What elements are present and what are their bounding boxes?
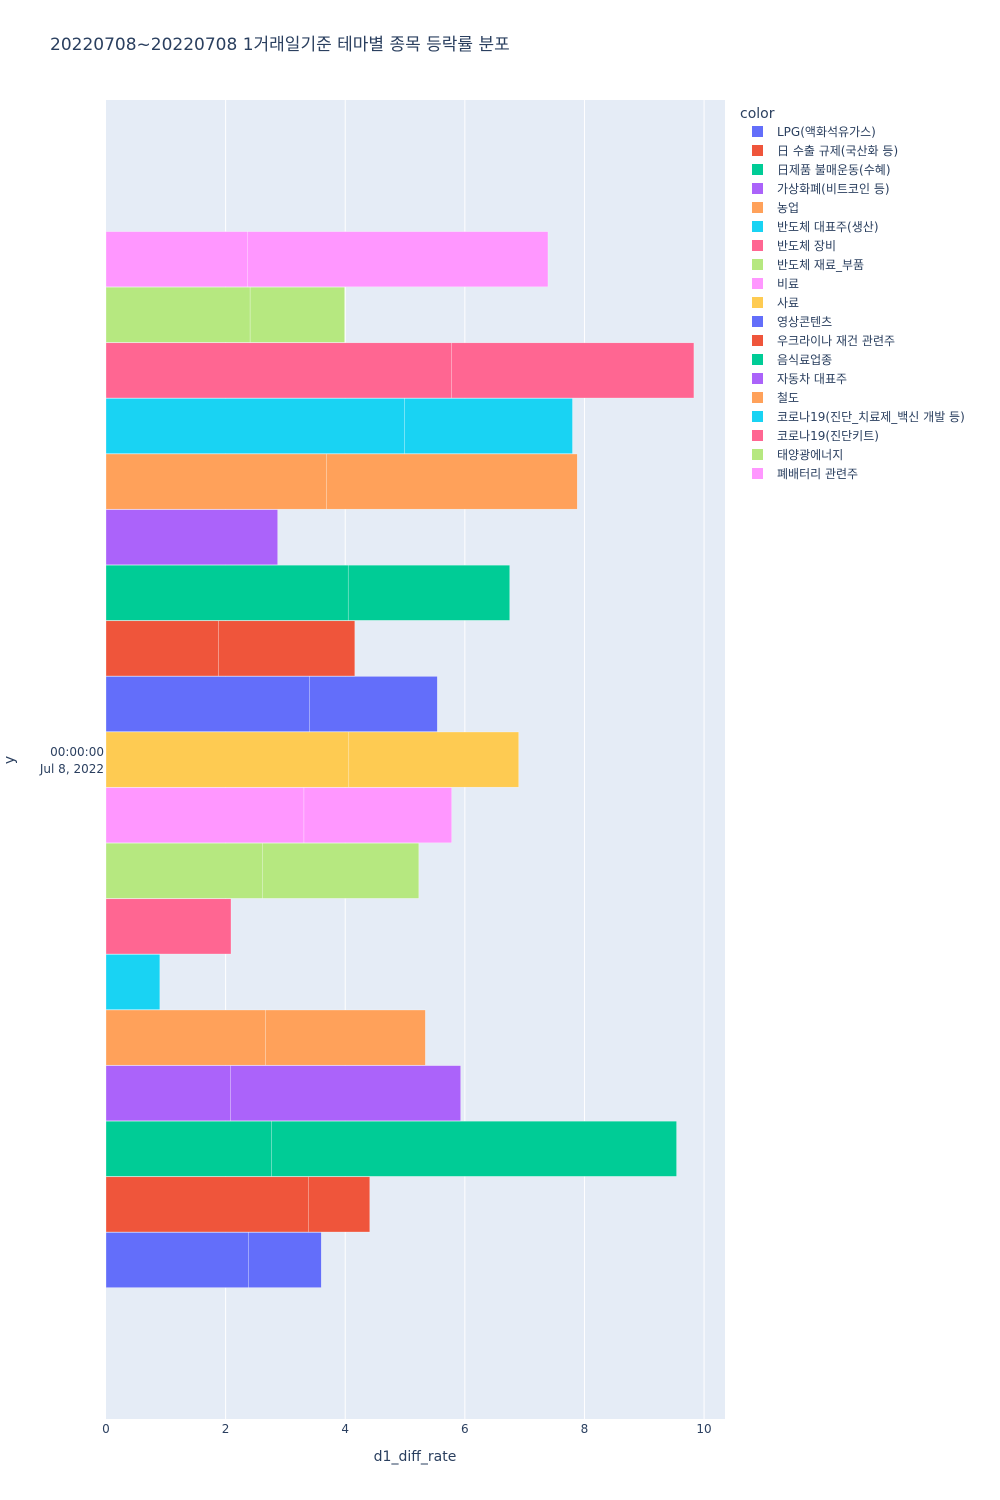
legend-swatch[interactable] [752,221,763,232]
legend-swatch[interactable] [752,145,763,156]
legend-swatch[interactable] [752,411,763,422]
x-tick-label: 0 [102,1422,110,1436]
bar-segment[interactable] [105,787,305,844]
legend-label[interactable]: 태양광에너지 [777,448,843,462]
legend-title: color [740,106,775,122]
bar-segment[interactable] [230,1065,461,1122]
legend-label[interactable]: 농업 [777,201,799,215]
bar-segment[interactable] [262,842,420,899]
bar-segment[interactable] [218,620,356,677]
bar-segment[interactable] [105,1009,266,1066]
legend-label[interactable]: 반도체 대표주(생산) [777,220,879,234]
bar-segment[interactable] [271,1120,677,1177]
legend-label[interactable]: 영상콘텐츠 [777,315,832,329]
legend-label[interactable]: 철도 [777,391,799,405]
legend-swatch[interactable] [752,335,763,346]
bar-segment[interactable] [105,1065,231,1122]
legend-swatch[interactable] [752,373,763,384]
bar-segment[interactable] [105,1176,309,1233]
bar-segment[interactable] [309,676,438,732]
legend-swatch[interactable] [752,468,763,479]
legend-swatch[interactable] [752,183,763,194]
x-tick-labels: 0 2 4 6 8 10 [102,1422,712,1436]
y-tick-label-time: 00:00:00 [50,745,104,759]
legend-label[interactable]: 사료 [777,296,799,310]
bar-segment[interactable] [303,787,452,844]
bar-segment[interactable] [105,620,219,677]
bar-segment[interactable] [105,342,452,399]
bar-segment[interactable] [105,1120,272,1177]
legend-swatch[interactable] [752,392,763,403]
bar-segment[interactable] [105,1232,249,1288]
bar-segment[interactable] [105,842,263,899]
bar-segment[interactable] [105,453,327,510]
bar-segment[interactable] [105,231,248,288]
legend-swatch[interactable] [752,278,763,289]
legend-label[interactable]: 반도체 장비 [777,239,836,253]
bar-segment[interactable] [348,731,519,788]
x-tick-label: 6 [461,1422,469,1436]
bar-segment[interactable] [105,286,251,343]
legend-label[interactable]: 반도체 재료_부품 [777,258,864,272]
legend-label[interactable]: 日제품 불매운동(수혜) [777,163,891,177]
bars [105,231,695,1288]
bar-segment[interactable] [247,231,549,288]
x-tick-label: 4 [341,1422,349,1436]
legend-label[interactable]: LPG(액화석유가스) [777,125,876,139]
x-tick-label: 10 [696,1422,711,1436]
bar-segment[interactable] [105,954,161,1010]
x-tick-label: 2 [222,1422,230,1436]
bar-segment[interactable] [248,1232,322,1288]
legend: LPG(액화석유가스) 日 수출 규제(국산화 등) 日제품 불매운동(수혜) 가상화… [752,125,965,481]
legend-label[interactable]: 우크라이나 재건 관련주 [777,334,895,348]
bar-segment[interactable] [105,509,278,566]
legend-label[interactable]: 비료 [777,277,799,291]
legend-swatch[interactable] [752,259,763,270]
bar-segment[interactable] [249,286,345,343]
legend-swatch[interactable] [752,316,763,327]
legend-label[interactable]: 코로나19(진단_치료제_백신 개발 등) [777,410,965,424]
legend-label[interactable]: 日 수출 규제(국산화 등) [777,144,898,158]
legend-label[interactable]: 음식료업종 [777,353,832,367]
bar-segment[interactable] [326,453,578,510]
legend-swatch[interactable] [752,126,763,137]
bar-segment[interactable] [308,1176,370,1233]
legend-swatch[interactable] [752,449,763,460]
bar-segment[interactable] [451,342,695,399]
legend-swatch[interactable] [752,297,763,308]
x-axis-title: d1_diff_rate [374,1449,457,1465]
legend-label[interactable]: 가상화폐(비트코인 등) [777,182,890,196]
legend-label[interactable]: 자동차 대표주 [777,372,847,386]
y-axis-title: y [2,756,18,764]
bar-segment[interactable] [105,398,405,454]
x-tick-label: 8 [581,1422,589,1436]
legend-swatch[interactable] [752,430,763,441]
chart-title: 20220708~20220708 1거래일기준 테마별 종목 등락률 분포 [50,35,510,55]
bar-segment[interactable] [105,898,232,955]
legend-label[interactable]: 코로나19(진단키트) [777,429,879,443]
y-tick-label-date: Jul 8, 2022 [39,762,104,776]
bar-segment[interactable] [105,564,349,621]
bar-segment[interactable] [105,731,350,788]
legend-swatch[interactable] [752,354,763,365]
legend-swatch[interactable] [752,202,763,213]
legend-swatch[interactable] [752,164,763,175]
bar-segment[interactable] [404,398,573,454]
legend-label[interactable]: 폐배터리 관련주 [777,467,858,481]
bar-segment[interactable] [105,676,310,732]
legend-swatch[interactable] [752,240,763,251]
bar-segment[interactable] [265,1009,426,1066]
bar-segment[interactable] [347,564,510,621]
